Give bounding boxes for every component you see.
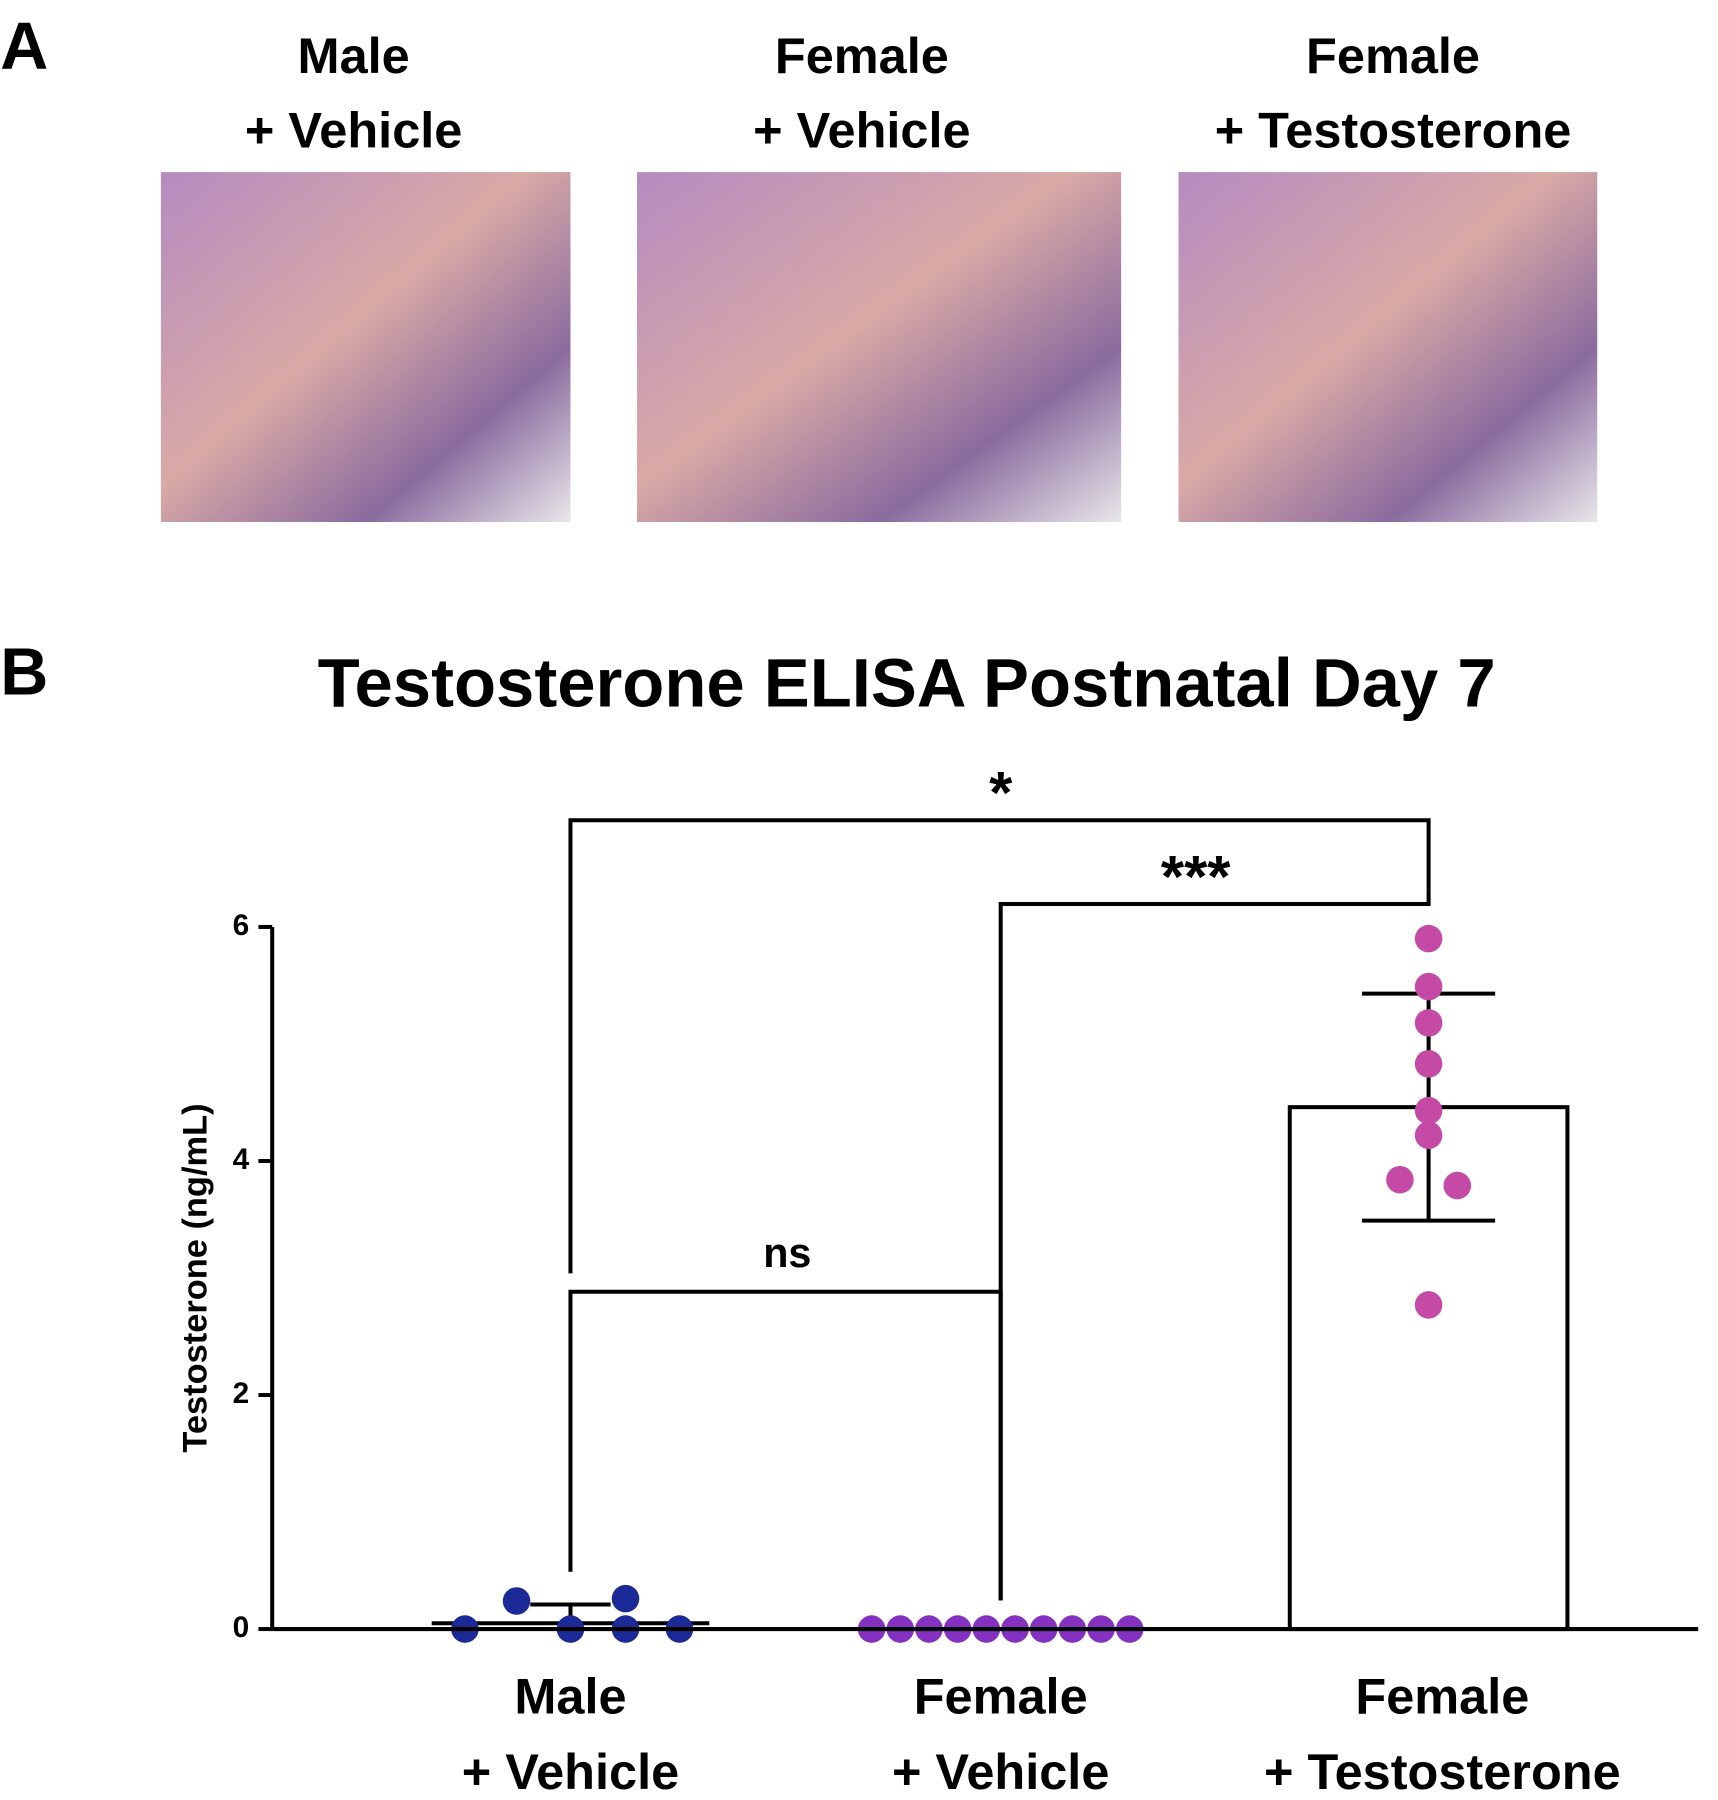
panel-label: B bbox=[0, 635, 48, 709]
y-tick-label: 0 bbox=[233, 1611, 250, 1644]
data-point bbox=[502, 1587, 531, 1615]
data-point bbox=[1414, 1009, 1443, 1037]
x-tick-label: Male bbox=[514, 1668, 626, 1725]
photo-title: Female bbox=[775, 27, 949, 84]
significance-label: * bbox=[989, 759, 1013, 826]
data-point bbox=[611, 1584, 640, 1613]
data-point bbox=[1414, 1050, 1443, 1078]
data-point bbox=[1414, 1121, 1443, 1150]
photo bbox=[160, 172, 571, 522]
significance-bracket bbox=[568, 818, 1431, 1274]
data-point bbox=[1443, 1171, 1472, 1200]
x-tick-label: Female bbox=[1355, 1668, 1529, 1725]
x-tick-label: + Vehicle bbox=[462, 1743, 679, 1800]
photo-title: + Vehicle bbox=[753, 102, 970, 159]
photo-title: + Vehicle bbox=[245, 102, 462, 159]
data-point bbox=[1414, 1291, 1443, 1319]
photo bbox=[637, 172, 1122, 522]
photo-title: + Testosterone bbox=[1215, 102, 1572, 159]
data-point bbox=[1414, 1096, 1443, 1125]
x-tick-label: + Testosterone bbox=[1264, 1743, 1621, 1800]
panel-label: A bbox=[0, 10, 48, 84]
significance-bracket bbox=[998, 889, 1431, 1601]
photo bbox=[1178, 172, 1598, 522]
chart-title: Testosterone ELISA Postnatal Day 7 bbox=[318, 645, 1496, 722]
significance-label: ns bbox=[763, 1230, 811, 1276]
y-axis-label: Testosterone (ng/mL) bbox=[177, 1103, 215, 1452]
data-point bbox=[1414, 924, 1443, 953]
y-tick-label: 6 bbox=[233, 909, 250, 942]
y-tick-label: 4 bbox=[233, 1143, 250, 1176]
significance-bracket bbox=[568, 1289, 1003, 1601]
data-point bbox=[1386, 1165, 1414, 1194]
photo-title: Female bbox=[1306, 27, 1480, 84]
y-tick-label: 2 bbox=[233, 1377, 250, 1410]
data-point bbox=[1414, 972, 1443, 1001]
significance-label: *** bbox=[1161, 843, 1231, 910]
photo-title: Male bbox=[298, 27, 410, 84]
x-tick-label: + Vehicle bbox=[892, 1743, 1109, 1800]
x-tick-label: Female bbox=[914, 1668, 1088, 1725]
